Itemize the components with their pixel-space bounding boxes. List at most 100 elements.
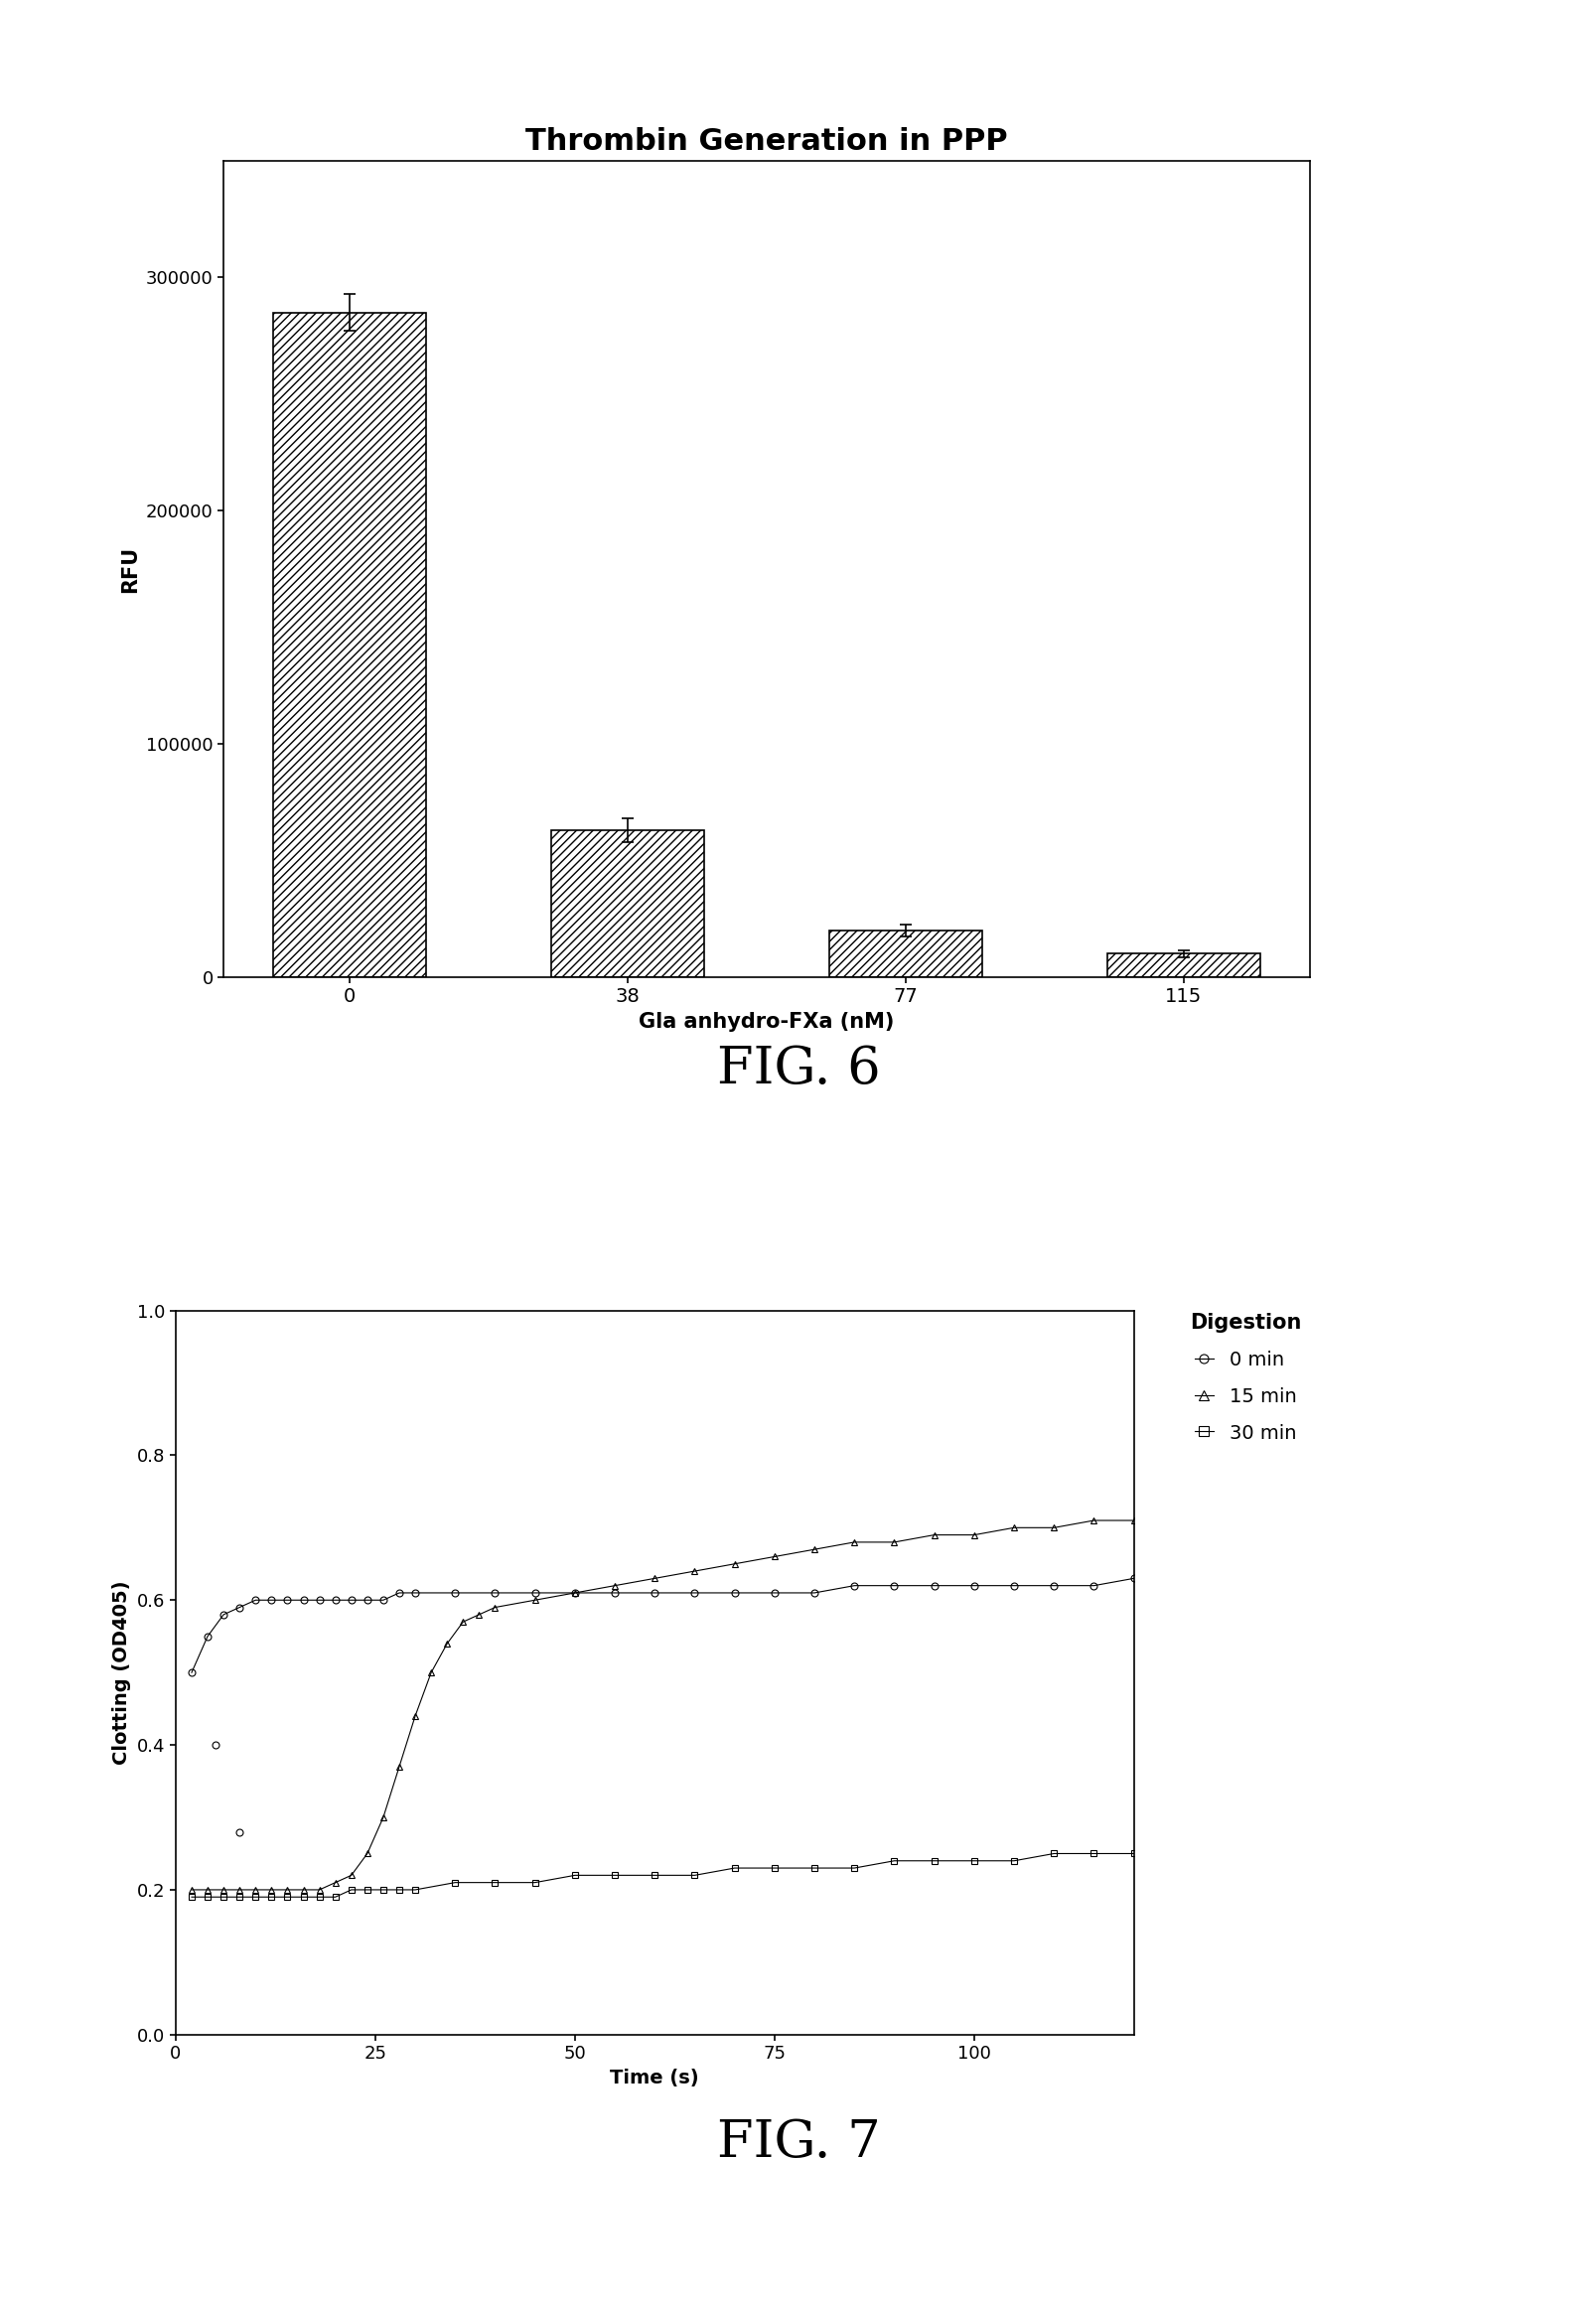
30 min [278,1883,297,1910]
15 min [844,1529,863,1556]
0 min [294,1586,313,1614]
30 min [310,1883,329,1910]
15 min [884,1529,903,1556]
Line: 0 min: 0 min [188,1575,1136,1676]
15 min [246,1876,265,1904]
0 min [246,1586,265,1614]
0 min [844,1573,863,1600]
15 min [373,1802,393,1830]
0 min [358,1586,377,1614]
15 min [804,1536,824,1563]
Text: FIG. 6: FIG. 6 [717,1044,879,1094]
Y-axis label: RFU: RFU [120,545,140,593]
0 min [326,1586,345,1614]
Bar [828,931,982,977]
0 min [1044,1573,1063,1600]
Y-axis label: Clotting (OD405): Clotting (OD405) [113,1579,131,1766]
30 min [198,1883,217,1910]
X-axis label: Gla anhydro-FXa (nM): Gla anhydro-FXa (nM) [638,1012,894,1032]
15 min [1084,1506,1103,1533]
15 min [964,1522,983,1550]
0 min [182,1660,201,1687]
30 min [924,1846,943,1874]
30 min [405,1876,425,1904]
0 min [1124,1566,1143,1593]
0 min [373,1586,393,1614]
0 min [230,1593,249,1621]
0 min [1004,1573,1023,1600]
0 min [389,1579,409,1607]
0 min [725,1579,744,1607]
30 min [214,1883,233,1910]
30 min [294,1883,313,1910]
30 min [373,1876,393,1904]
30 min [342,1876,361,1904]
15 min [405,1701,425,1729]
0 min [262,1586,281,1614]
0 min [565,1579,584,1607]
15 min [1124,1506,1143,1533]
30 min [645,1862,664,1890]
15 min [525,1586,544,1614]
Legend: 0 min, 15 min, 30 min: 0 min, 15 min, 30 min [1181,1306,1309,1451]
30 min [605,1862,624,1890]
15 min [1044,1515,1063,1543]
15 min [389,1752,409,1779]
30 min [358,1876,377,1904]
15 min [685,1556,704,1584]
30 min [685,1862,704,1890]
0 min [405,1579,425,1607]
0 min [924,1573,943,1600]
30 min [565,1862,584,1890]
15 min [453,1607,472,1635]
15 min [198,1876,217,1904]
Line: 15 min: 15 min [188,1517,1136,1892]
15 min [437,1630,456,1658]
15 min [182,1876,201,1904]
30 min [182,1883,201,1910]
30 min [389,1876,409,1904]
0 min [804,1579,824,1607]
15 min [764,1543,784,1570]
0 min [525,1579,544,1607]
30 min [246,1883,265,1910]
15 min [278,1876,297,1904]
Title: Thrombin Generation in PPP: Thrombin Generation in PPP [525,126,1007,156]
Line: 30 min: 30 min [188,1851,1136,1901]
30 min [230,1883,249,1910]
Bar [1106,954,1259,977]
30 min [764,1855,784,1883]
0 min [445,1579,464,1607]
30 min [1124,1839,1143,1867]
0 min [485,1579,504,1607]
0 min [342,1586,361,1614]
15 min [230,1876,249,1904]
30 min [844,1855,863,1883]
X-axis label: Time (s): Time (s) [610,2069,699,2087]
15 min [645,1566,664,1593]
Bar [273,313,426,977]
0 min [685,1579,704,1607]
15 min [294,1876,313,1904]
0 min [605,1579,624,1607]
15 min [1004,1515,1023,1543]
Bar [551,830,704,977]
30 min [884,1846,903,1874]
30 min [445,1869,464,1897]
15 min [214,1876,233,1904]
0 min [884,1573,903,1600]
0 min [310,1586,329,1614]
30 min [804,1855,824,1883]
15 min [605,1573,624,1600]
30 min [326,1883,345,1910]
30 min [1004,1846,1023,1874]
30 min [1044,1839,1063,1867]
15 min [421,1660,440,1687]
30 min [964,1846,983,1874]
0 min [278,1586,297,1614]
15 min [924,1522,943,1550]
0 min [1084,1573,1103,1600]
30 min [1084,1839,1103,1867]
0 min [764,1579,784,1607]
30 min [725,1855,744,1883]
